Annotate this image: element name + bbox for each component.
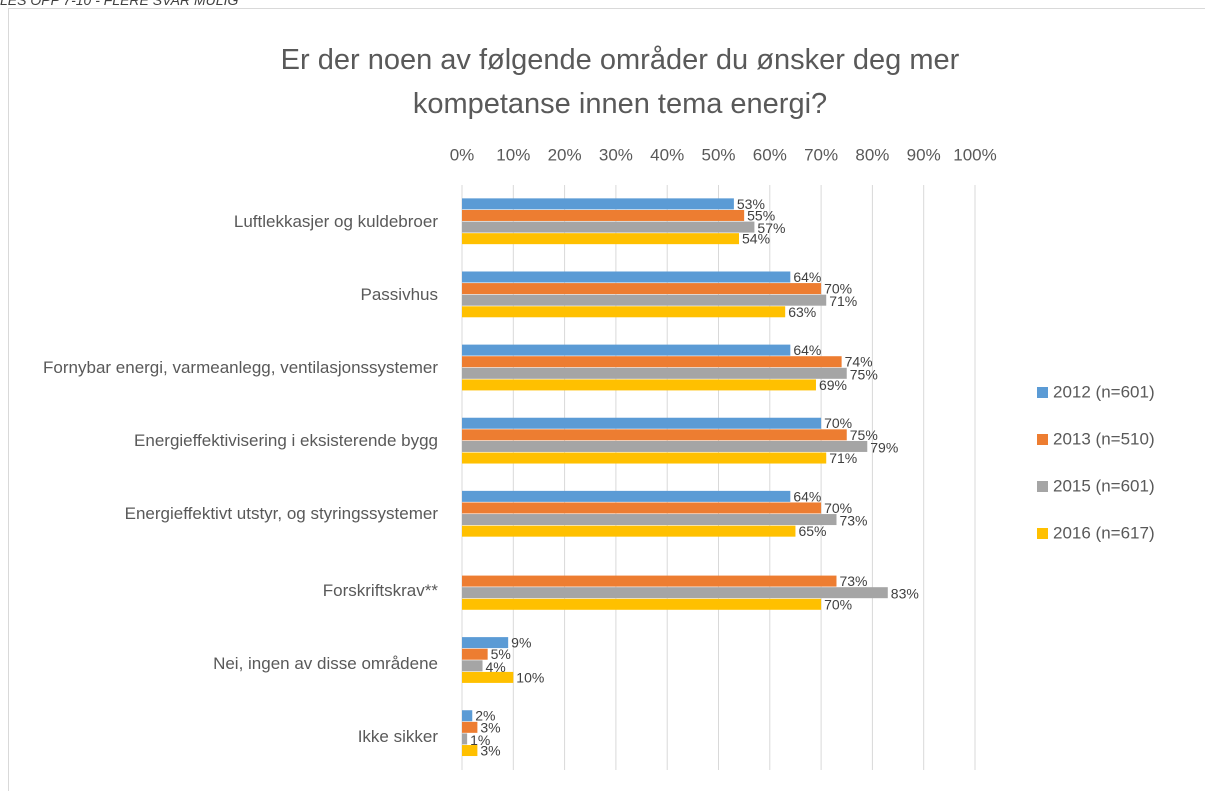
data-label: 1%	[470, 732, 490, 748]
bar	[462, 525, 796, 537]
category-label: Nei, ingen av disse områdene	[213, 654, 438, 674]
chart-title: Er der noen av følgende områder du ønske…	[280, 44, 960, 120]
x-tick-label: 70%	[804, 145, 838, 164]
bar	[462, 379, 816, 391]
x-tick-label: 80%	[855, 145, 889, 164]
data-label: 53%	[737, 196, 765, 212]
data-label: 70%	[824, 596, 852, 612]
x-tick-label: 60%	[753, 145, 787, 164]
data-label: 55%	[747, 207, 775, 223]
data-label: 75%	[850, 427, 878, 443]
x-tick-label: 50%	[701, 145, 735, 164]
bar	[462, 721, 478, 733]
data-label: 69%	[819, 377, 847, 393]
data-label: 3%	[480, 719, 500, 735]
bar	[462, 648, 488, 660]
legend-label: 2015 (n=601)	[1053, 476, 1155, 495]
bar	[462, 598, 822, 610]
data-label: 65%	[798, 523, 826, 539]
bar	[462, 733, 468, 745]
bar	[462, 271, 791, 283]
data-label: 10%	[516, 669, 544, 685]
x-tick-label: 30%	[599, 145, 633, 164]
bar	[462, 221, 755, 233]
note: LES OPP 7-10 - FLERE SVAR MULIG	[0, 0, 239, 8]
x-tick-label: 20%	[548, 145, 582, 164]
data-label: 75%	[850, 366, 878, 382]
data-label: 70%	[824, 500, 852, 516]
category-label: Passivhus	[360, 284, 438, 304]
category-label: Energieffektivisering i eksisterende byg…	[134, 430, 438, 450]
bar	[462, 660, 483, 672]
legend-swatch	[1037, 434, 1048, 445]
data-label: 9%	[511, 635, 531, 651]
category-label: Ikke sikker	[357, 727, 438, 747]
legend-swatch	[1037, 481, 1048, 492]
bar	[462, 417, 822, 429]
category-label: Luftlekkasjer og kuldebroer	[233, 211, 438, 231]
data-label: 73%	[839, 573, 867, 589]
bar	[462, 452, 827, 464]
data-label: 79%	[870, 439, 898, 455]
category-label: Forskriftskrav**	[322, 581, 438, 601]
data-label: 57%	[757, 220, 785, 236]
data-label: 64%	[793, 342, 821, 358]
bar	[462, 367, 847, 379]
x-tick-label: 10%	[496, 145, 530, 164]
data-label: 64%	[793, 269, 821, 285]
legend-label: 2012 (n=601)	[1053, 382, 1155, 401]
bar	[462, 575, 837, 587]
bar	[462, 429, 847, 441]
bar	[462, 209, 745, 221]
x-tick-label: 100%	[953, 145, 996, 164]
data-label: 70%	[824, 281, 852, 297]
bar	[462, 356, 842, 368]
legend-label: 2013 (n=510)	[1053, 429, 1155, 448]
data-label: 83%	[891, 586, 919, 602]
data-label: 74%	[845, 354, 873, 370]
data-label: 54%	[742, 231, 770, 247]
bar	[462, 502, 822, 514]
x-tick-label: 40%	[650, 145, 684, 164]
bar	[462, 283, 822, 295]
data-label: 5%	[491, 646, 511, 662]
legend-label: 2016 (n=617)	[1053, 523, 1155, 542]
bar	[462, 440, 868, 452]
x-tick-label: 0%	[450, 145, 475, 164]
bar	[462, 745, 478, 757]
category-label: Fornybar energi, varmeanlegg, ventilasjo…	[43, 357, 438, 377]
bar	[462, 637, 509, 649]
legend-swatch	[1037, 528, 1048, 539]
bar	[462, 306, 786, 318]
bar	[462, 294, 827, 306]
bar	[462, 587, 888, 599]
legend-swatch	[1037, 387, 1048, 398]
data-label: 71%	[829, 450, 857, 466]
data-label: 3%	[480, 743, 500, 759]
data-label: 63%	[788, 304, 816, 320]
bar	[462, 198, 734, 210]
bar	[462, 233, 740, 245]
data-label: 71%	[829, 293, 857, 309]
bar	[462, 671, 514, 683]
bar	[462, 514, 837, 526]
bar	[462, 710, 473, 722]
category-label: Energieffektivt utstyr, og styringssyste…	[124, 504, 438, 524]
data-label: 4%	[486, 659, 506, 675]
data-label: 64%	[793, 488, 821, 504]
data-label: 73%	[839, 513, 867, 529]
data-label: 70%	[824, 415, 852, 431]
chart-frame	[8, 8, 1205, 791]
bar	[462, 344, 791, 356]
data-label: 2%	[475, 708, 495, 724]
x-tick-label: 90%	[907, 145, 941, 164]
bar	[462, 490, 791, 502]
